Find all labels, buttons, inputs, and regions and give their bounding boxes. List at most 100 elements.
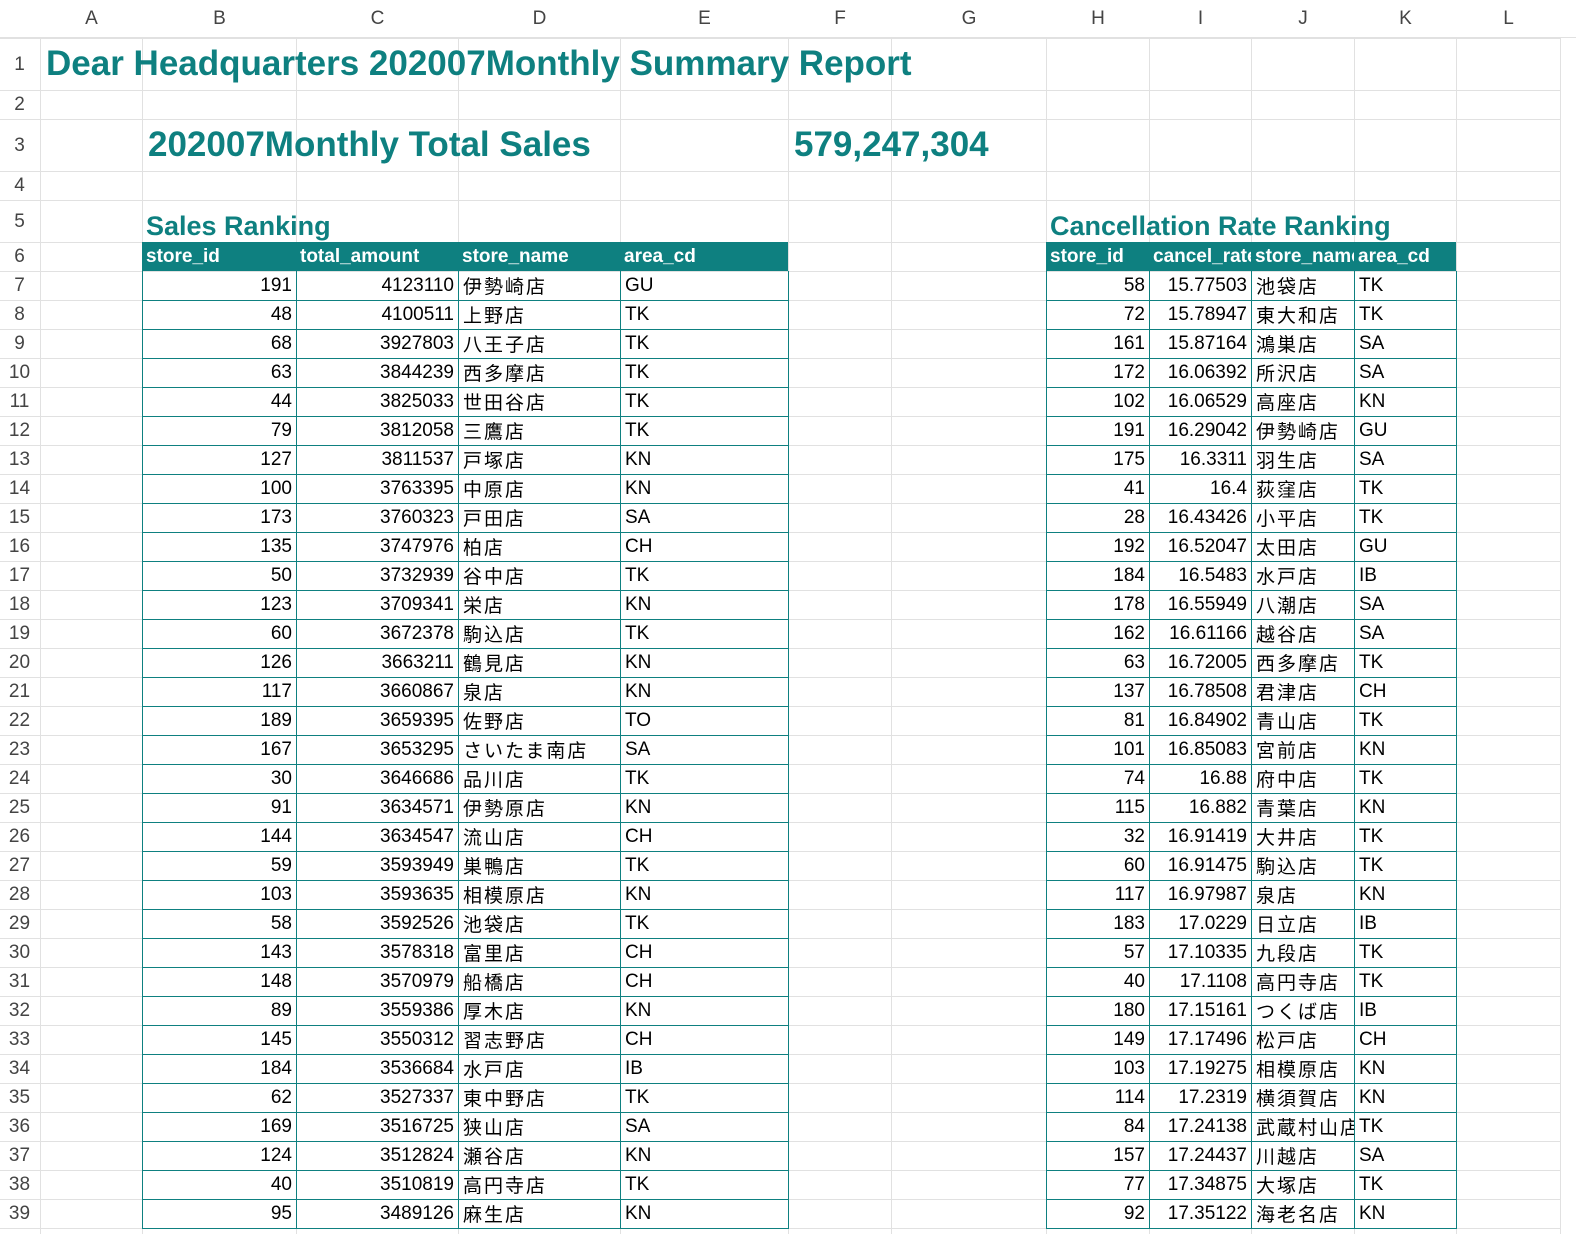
table-cell: 太田店 xyxy=(1251,532,1355,562)
table-cell: TK xyxy=(1354,1170,1457,1200)
table-cell: TK xyxy=(1354,503,1457,533)
table-cell: 16.5483 xyxy=(1149,561,1252,591)
table-cell: SA xyxy=(620,735,789,765)
table-cell: KN xyxy=(620,445,789,475)
table-cell: 3489126 xyxy=(296,1199,459,1229)
row-header: 36 xyxy=(0,1113,39,1141)
table-cell: 3578318 xyxy=(296,938,459,968)
table-cell: 所沢店 xyxy=(1251,358,1355,388)
table-cell: TK xyxy=(1354,300,1457,330)
table-cell: 16.4 xyxy=(1149,474,1252,504)
row-header: 15 xyxy=(0,504,39,532)
table-cell: 40 xyxy=(1046,967,1150,997)
table-cell: TK xyxy=(620,561,789,591)
table-cell: 羽生店 xyxy=(1251,445,1355,475)
table-cell: 池袋店 xyxy=(1251,271,1355,301)
table-cell: TK xyxy=(1354,474,1457,504)
table-cell: 91 xyxy=(142,793,297,823)
table-cell: 厚木店 xyxy=(458,996,621,1026)
table-cell: KN xyxy=(620,880,789,910)
table-cell: 117 xyxy=(142,677,297,707)
grid-line xyxy=(0,90,1560,91)
column-title: area_cd xyxy=(1354,242,1456,271)
table-cell: TK xyxy=(620,329,789,359)
table-cell: 135 xyxy=(142,532,297,562)
table-cell: CH xyxy=(620,532,789,562)
row-header: 27 xyxy=(0,852,39,880)
table-cell: 3516725 xyxy=(296,1112,459,1142)
column-header: J xyxy=(1252,0,1354,37)
grid-line xyxy=(0,271,1560,272)
row-header: 23 xyxy=(0,736,39,764)
table-cell: 3550312 xyxy=(296,1025,459,1055)
table-cell: 16.06529 xyxy=(1149,387,1252,417)
table-cell: 相模原店 xyxy=(458,880,621,910)
table-cell: 3763395 xyxy=(296,474,459,504)
table-cell: KN xyxy=(1354,793,1457,823)
table-cell: 3672378 xyxy=(296,619,459,649)
table-cell: 東中野店 xyxy=(458,1083,621,1113)
table-cell: 4100511 xyxy=(296,300,459,330)
table-cell: 17.0229 xyxy=(1149,909,1252,939)
table-cell: TK xyxy=(620,1170,789,1200)
table-cell: 58 xyxy=(142,909,297,939)
table-cell: KN xyxy=(1354,387,1457,417)
table-cell: つくば店 xyxy=(1251,996,1355,1026)
table-cell: IB xyxy=(1354,996,1457,1026)
table-cell: 17.1108 xyxy=(1149,967,1252,997)
table-cell: 3927803 xyxy=(296,329,459,359)
table-cell: 3663211 xyxy=(296,648,459,678)
table-cell: 68 xyxy=(142,329,297,359)
table-cell: 169 xyxy=(142,1112,297,1142)
table-cell: CH xyxy=(620,1025,789,1055)
table-cell: SA xyxy=(620,1112,789,1142)
table-cell: SA xyxy=(1354,1141,1457,1171)
table-cell: 183 xyxy=(1046,909,1150,939)
table-cell: 114 xyxy=(1046,1083,1150,1113)
row-header: 38 xyxy=(0,1171,39,1199)
table-cell: 麻生店 xyxy=(458,1199,621,1229)
table-cell: 162 xyxy=(1046,619,1150,649)
table-cell: 戸田店 xyxy=(458,503,621,533)
table-cell: 3536684 xyxy=(296,1054,459,1084)
table-cell: 15.77503 xyxy=(1149,271,1252,301)
table-cell: 3747976 xyxy=(296,532,459,562)
column-header: G xyxy=(892,0,1046,37)
grid-line xyxy=(0,200,1560,201)
table-cell: 59 xyxy=(142,851,297,881)
table-cell: 62 xyxy=(142,1083,297,1113)
table-cell: TK xyxy=(620,416,789,446)
table-cell: 大塚店 xyxy=(1251,1170,1355,1200)
table-cell: 3527337 xyxy=(296,1083,459,1113)
table-cell: 3559386 xyxy=(296,996,459,1026)
table-cell: 3512824 xyxy=(296,1141,459,1171)
table-cell: 瀬谷店 xyxy=(458,1141,621,1171)
row-header: 12 xyxy=(0,417,39,445)
table-cell: KN xyxy=(620,1141,789,1171)
table-cell: 巣鴨店 xyxy=(458,851,621,881)
row-header: 18 xyxy=(0,591,39,619)
table-cell: GU xyxy=(620,271,789,301)
row-header: 11 xyxy=(0,388,39,416)
table-cell: 16.61166 xyxy=(1149,619,1252,649)
table-cell: KN xyxy=(1354,1199,1457,1229)
table-cell: TK xyxy=(620,619,789,649)
grid-line xyxy=(891,38,892,1234)
table-cell: 流山店 xyxy=(458,822,621,852)
table-cell: 3593949 xyxy=(296,851,459,881)
table-cell: 武蔵村山店 xyxy=(1251,1112,1355,1142)
table-cell: 16.3311 xyxy=(1149,445,1252,475)
table-cell: TK xyxy=(1354,1112,1457,1142)
table-cell: 栄店 xyxy=(458,590,621,620)
row-header: 16 xyxy=(0,533,39,561)
table-cell: 高円寺店 xyxy=(1251,967,1355,997)
table-cell: 横須賀店 xyxy=(1251,1083,1355,1113)
table-cell: 72 xyxy=(1046,300,1150,330)
row-header: 28 xyxy=(0,881,39,909)
row-header: 32 xyxy=(0,997,39,1025)
total-value: 579,247,304 xyxy=(794,125,989,164)
table-cell: 17.24138 xyxy=(1149,1112,1252,1142)
table-cell: 95 xyxy=(142,1199,297,1229)
table-cell: 伊勢崎店 xyxy=(1251,416,1355,446)
